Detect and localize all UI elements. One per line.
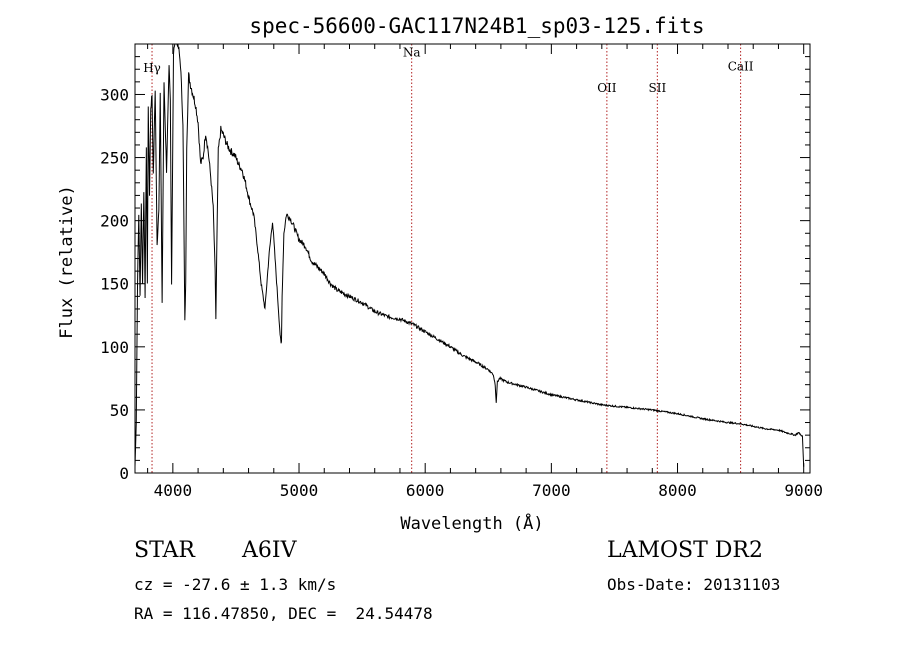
marker-label: OII	[597, 81, 617, 95]
x-axis-label: Wavelength (Å)	[400, 512, 543, 534]
x-tick-label: 9000	[784, 481, 823, 500]
y-axis-label: Flux (relative)	[57, 185, 77, 339]
x-tick-label: 6000	[406, 481, 445, 500]
spectrum-line	[134, 43, 805, 467]
marker-label: SII	[648, 81, 666, 95]
plot-frame	[134, 43, 811, 474]
chart-title: spec-56600-GAC117N24B1_sp03-125.fits	[249, 14, 704, 38]
marker-label: Hγ	[143, 61, 161, 75]
observation-date: Obs-Date: 20131103	[607, 575, 781, 594]
y-tick-label: 250	[100, 149, 129, 168]
x-tick-label: 4000	[154, 481, 193, 500]
object-subclass: A6IV	[242, 538, 297, 563]
y-tick-label: 100	[100, 338, 129, 357]
y-tick-label: 150	[100, 275, 129, 294]
object-class: STAR	[134, 538, 195, 563]
y-tick-label: 200	[100, 212, 129, 231]
x-tick-label: 5000	[280, 481, 319, 500]
coordinates: RA = 116.47850, DEC = 24.54478	[134, 604, 433, 623]
survey-name: LAMOST DR2	[607, 538, 763, 563]
y-tick-label: 50	[110, 401, 129, 420]
axis-ticks: 4000 5000 6000 7000 8000 9000 0 50 100 150 200 250 3…	[100, 44, 823, 500]
y-tick-label: 0	[119, 464, 129, 483]
x-tick-label: 7000	[532, 481, 571, 500]
spectral-line-markers: Hγ Na OII SII CaII	[143, 44, 754, 473]
marker-label: Na	[403, 46, 421, 60]
y-tick-label: 300	[100, 85, 129, 104]
x-tick-label: 8000	[658, 481, 697, 500]
marker-label: CaII	[728, 59, 754, 73]
redshift-velocity: cz = -27.6 ± 1.3 km/s	[134, 575, 337, 594]
